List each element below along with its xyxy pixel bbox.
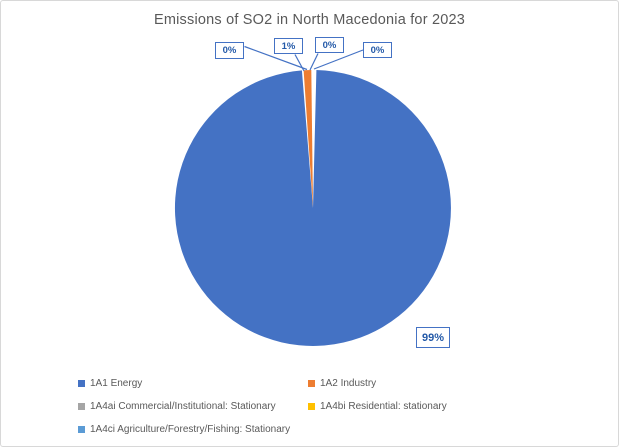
chart-title: Emissions of SO2 in North Macedonia for … [153, 12, 466, 28]
legend-marker-residential [308, 403, 315, 410]
pie-slice-energy [174, 70, 451, 346]
leader-line-left-zero [244, 45, 308, 71]
legend-marker-agriculture [78, 426, 85, 433]
legend-marker-energy [78, 380, 85, 387]
pie-slice-industry [303, 70, 313, 208]
legend-label-industry: 1A2 Industry [320, 378, 377, 389]
data-label-zero-right: 0% [363, 42, 392, 58]
legend-item-agriculture: 1A4ci Agriculture/Forestry/Fishing: Stat… [78, 424, 290, 435]
legend-marker-industry [308, 380, 315, 387]
legend-item-commercial: 1A4ai Commercial/Institutional: Stationa… [78, 401, 276, 412]
legend-item-residential: 1A4bi Residential: stationary [308, 401, 447, 412]
data-label-one-percent: 1% [274, 38, 303, 54]
leader-line-mid-zero [309, 53, 319, 71]
legend-item-industry: 1A2 Industry [308, 378, 376, 389]
data-label-zero-left: 0% [215, 42, 244, 59]
legend-item-energy: 1A1 Energy [78, 378, 142, 389]
data-label-zero-mid: 0% [315, 37, 344, 53]
legend-marker-commercial [78, 403, 85, 410]
legend-label-residential: 1A4bi Residential: stationary [320, 401, 447, 412]
leader-line-right-zero [313, 49, 364, 70]
legend-label-energy: 1A1 Energy [90, 378, 143, 389]
leader-line-one-percent [294, 54, 305, 72]
legend-label-agriculture: 1A4ci Agriculture/Forestry/Fishing: Stat… [90, 424, 291, 435]
data-label-ninety-nine: 99% [416, 327, 450, 348]
legend-label-commercial: 1A4ai Commercial/Institutional: Stationa… [90, 401, 276, 412]
